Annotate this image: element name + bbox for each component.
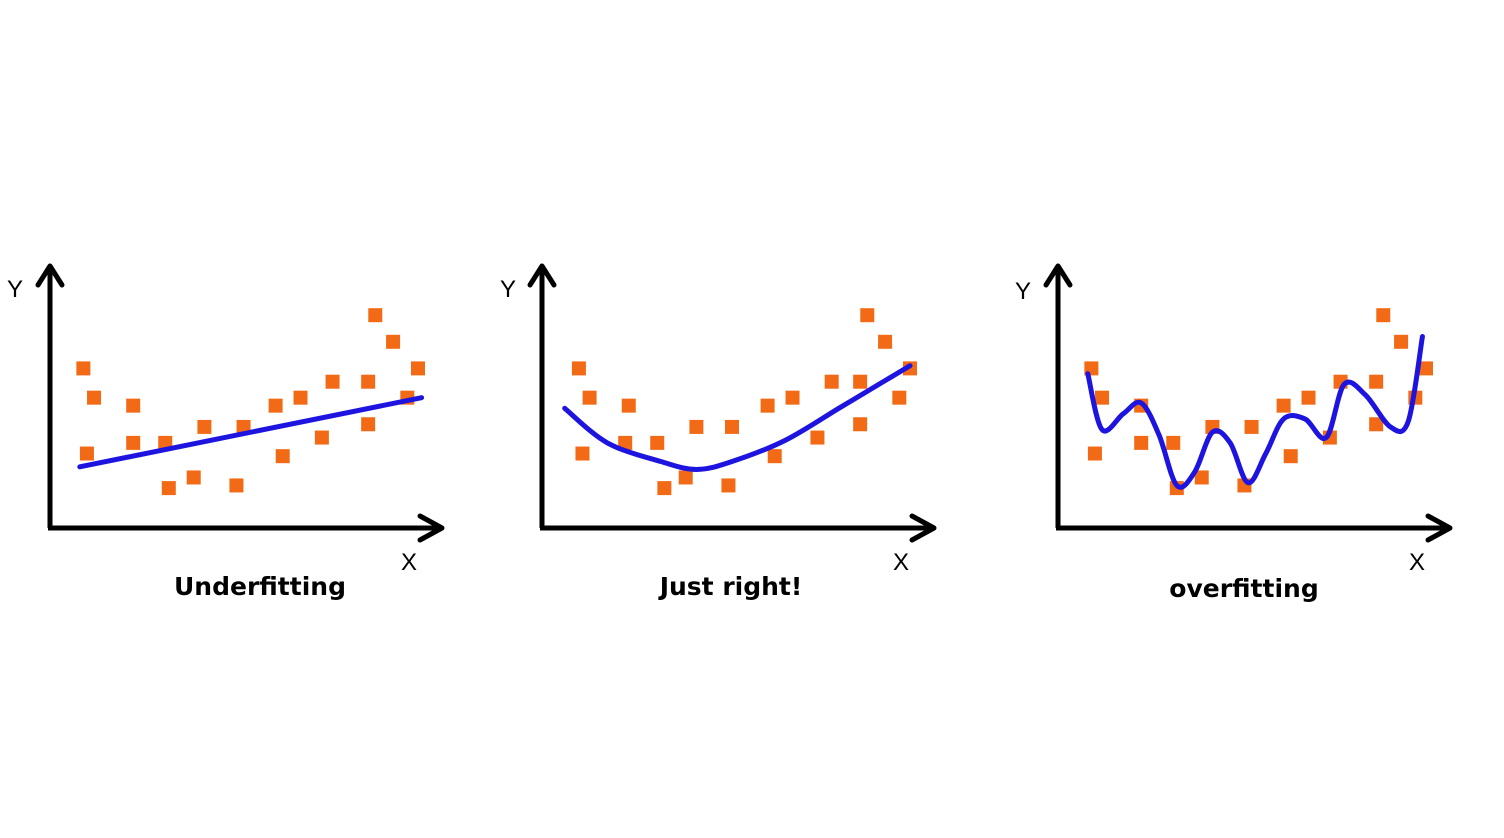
data-point [126, 435, 141, 450]
data-point [87, 390, 102, 405]
overfitting-panel: Y X overfitting [1008, 0, 1488, 620]
underfitting-chart: Y X Underfitting [7, 263, 445, 601]
data-point [721, 478, 736, 493]
data-point [853, 374, 868, 389]
data-point [161, 481, 176, 496]
x-axis-arrow-icon [417, 513, 445, 543]
data-point [571, 361, 586, 376]
data-point [325, 374, 340, 389]
data-point [361, 417, 376, 432]
data-point [1095, 390, 1110, 405]
data-point [268, 398, 283, 413]
data-point [657, 481, 672, 496]
overfitting-chart: Y X overfitting [1015, 263, 1453, 603]
x-axis-label: X [893, 549, 909, 576]
data-point [293, 390, 308, 405]
just-right-panel: Y X Just right! [492, 0, 972, 620]
data-point [621, 398, 636, 413]
data-point [1166, 435, 1181, 450]
data-point [892, 390, 907, 405]
data-point [1394, 334, 1409, 349]
data-point [1283, 449, 1298, 464]
data-point [229, 478, 244, 493]
y-axis-arrow-icon [1043, 263, 1073, 288]
data-point [810, 430, 825, 445]
data-point [76, 361, 91, 376]
data-point [236, 419, 251, 434]
data-point [785, 390, 800, 405]
y-axis-label: Y [7, 276, 23, 303]
data-point [1244, 419, 1259, 434]
data-point [1194, 470, 1209, 485]
data-point [197, 419, 212, 434]
data-point [79, 446, 94, 461]
data-point [853, 417, 868, 432]
y-axis-label: Y [1015, 278, 1031, 305]
data-point [760, 398, 775, 413]
data-point [689, 419, 704, 434]
data-point [1419, 361, 1433, 376]
data-point [860, 308, 875, 323]
y-axis-arrow-icon [527, 263, 557, 288]
underfitting-points [76, 308, 425, 496]
underfitting-fit-line [77, 395, 425, 470]
data-point [725, 419, 739, 434]
data-point [878, 334, 893, 349]
x-axis-arrow-icon [909, 513, 937, 543]
data-point [618, 435, 633, 450]
data-point [767, 449, 782, 464]
just-right-points [571, 308, 917, 496]
data-point [1276, 398, 1291, 413]
data-point [678, 470, 693, 485]
overfitting-caption: overfitting [1169, 574, 1318, 603]
data-point [824, 374, 839, 389]
data-point [126, 398, 141, 413]
data-point [386, 334, 401, 349]
overfitting-fit-curve [1085, 333, 1425, 490]
data-point [582, 390, 597, 405]
data-point [1369, 417, 1384, 432]
data-point [1369, 374, 1384, 389]
data-point [650, 435, 665, 450]
data-point [1376, 308, 1391, 323]
y-axis-label: Y [500, 276, 516, 303]
data-point [411, 361, 425, 376]
data-point [1134, 435, 1149, 450]
x-axis-arrow-icon [1425, 513, 1453, 543]
data-point [186, 470, 201, 485]
data-point [314, 430, 329, 445]
x-axis-label: X [1409, 549, 1425, 576]
data-point [1087, 446, 1102, 461]
just-right-caption: Just right! [658, 572, 803, 601]
data-point [575, 446, 590, 461]
y-axis-arrow-icon [35, 263, 65, 288]
data-point [368, 308, 383, 323]
just-right-chart: Y X Just right! [500, 263, 937, 601]
data-point [1301, 390, 1316, 405]
just-right-fit-curve [562, 363, 913, 472]
x-axis-label: X [401, 549, 417, 576]
underfitting-panel: Y X Underfitting [0, 0, 480, 620]
data-point [361, 374, 376, 389]
data-point [275, 449, 290, 464]
underfitting-caption: Underfitting [174, 572, 346, 601]
